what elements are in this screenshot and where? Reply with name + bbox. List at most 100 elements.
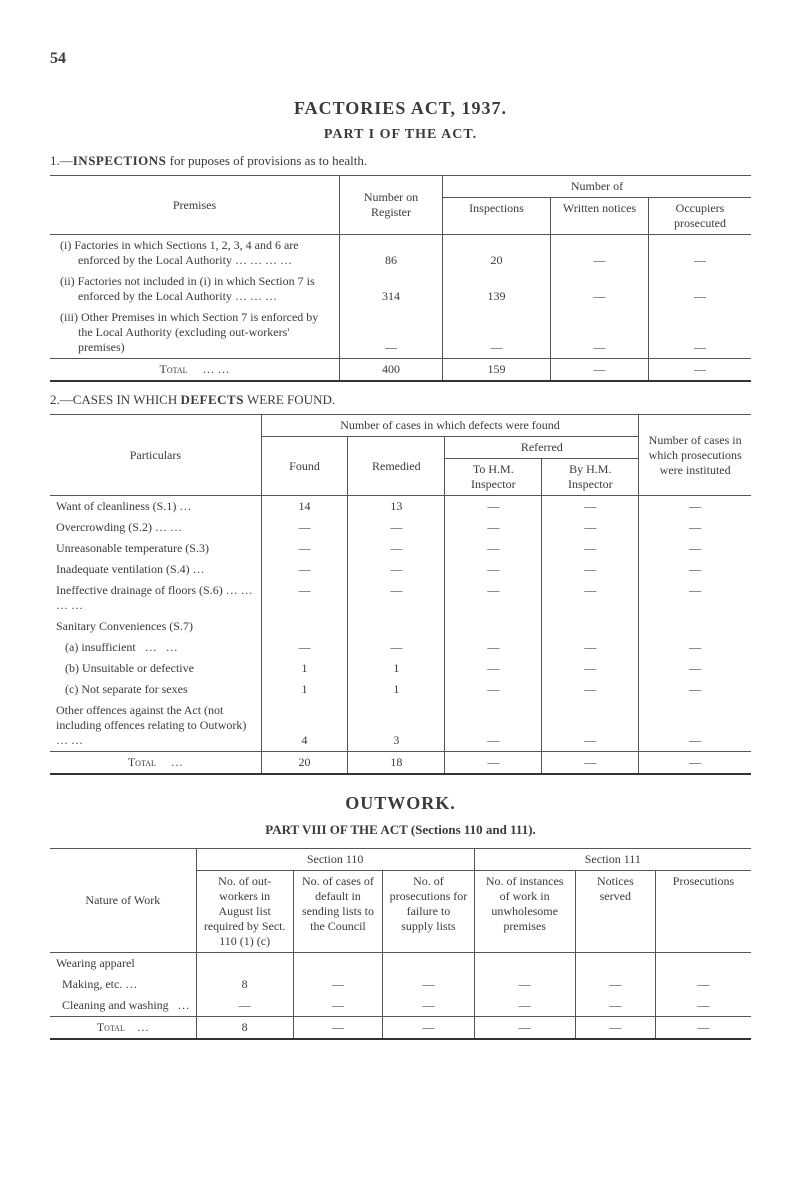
cell: — bbox=[293, 974, 383, 995]
cell: 1 bbox=[348, 658, 445, 679]
cell: — bbox=[649, 359, 752, 382]
cell: 1 bbox=[261, 658, 348, 679]
cell: — bbox=[445, 538, 542, 559]
cell: — bbox=[551, 359, 649, 382]
cell: — bbox=[348, 637, 445, 658]
cell bbox=[655, 953, 751, 975]
cell: — bbox=[639, 538, 751, 559]
row-label: Unreasonable temperature (S.3) bbox=[50, 538, 261, 559]
cell: — bbox=[196, 995, 293, 1017]
cell: 159 bbox=[443, 359, 551, 382]
row-label: Inadequate ventilation (S.4) … bbox=[50, 559, 261, 580]
cell: — bbox=[261, 517, 348, 538]
cell: — bbox=[261, 580, 348, 616]
cell: — bbox=[575, 974, 655, 995]
th-number-register: Number on Register bbox=[340, 176, 443, 235]
th-particulars: Particulars bbox=[50, 415, 261, 496]
row-label: (iii) Other Premises in which Section 7 … bbox=[50, 307, 340, 359]
row-label: (ii) Factories not included in (i) in wh… bbox=[50, 271, 340, 307]
cell: — bbox=[474, 1017, 575, 1040]
cell bbox=[293, 953, 383, 975]
cell: 18 bbox=[348, 752, 445, 775]
cell: — bbox=[348, 517, 445, 538]
cell bbox=[639, 616, 751, 637]
total-dots: … bbox=[137, 1020, 149, 1034]
cell: 14 bbox=[261, 496, 348, 518]
cell: — bbox=[445, 679, 542, 700]
cell: — bbox=[445, 517, 542, 538]
row-label: (c) Not separate for sexes bbox=[50, 679, 261, 700]
section2-heading: 2.—CASES IN WHICH DEFECTS WERE FOUND. bbox=[50, 392, 751, 408]
cell: — bbox=[348, 559, 445, 580]
cell: 20 bbox=[261, 752, 348, 775]
cell: — bbox=[655, 1017, 751, 1040]
cell: — bbox=[445, 700, 542, 752]
row-label: (b) Unsuitable or defective bbox=[50, 658, 261, 679]
th-prosecutions: Number of cases in which prosecutions we… bbox=[639, 415, 751, 496]
th-notices: Notices served bbox=[575, 871, 655, 953]
th-written: Written notices bbox=[551, 198, 649, 235]
row-label: Sanitary Conveniences (S.7) bbox=[50, 616, 261, 637]
th-number-of: Number of bbox=[443, 176, 752, 198]
th-nature: Nature of Work bbox=[50, 849, 196, 953]
row-label: Other offences against the Act (not incl… bbox=[50, 700, 261, 752]
cell bbox=[445, 616, 542, 637]
cell: — bbox=[542, 752, 639, 775]
outwork-title: OUTWORK. bbox=[50, 793, 751, 814]
cell: — bbox=[542, 637, 639, 658]
cell: — bbox=[575, 1017, 655, 1040]
cell: — bbox=[639, 580, 751, 616]
cell bbox=[474, 953, 575, 975]
cell bbox=[196, 953, 293, 975]
row-label: Wearing apparel bbox=[50, 953, 196, 975]
cell: 1 bbox=[348, 679, 445, 700]
part-title: PART I OF THE ACT. bbox=[50, 127, 751, 143]
cell: — bbox=[649, 271, 752, 307]
th-premises: Premises bbox=[50, 176, 340, 235]
cell: 314 bbox=[340, 271, 443, 307]
cell: — bbox=[445, 559, 542, 580]
cell: — bbox=[639, 517, 751, 538]
th-instances: No. of instances of work in unwholesome … bbox=[474, 871, 575, 953]
cell: — bbox=[639, 559, 751, 580]
cell: — bbox=[542, 517, 639, 538]
cell: — bbox=[551, 235, 649, 272]
th-section110: Section 110 bbox=[196, 849, 474, 871]
cell: — bbox=[542, 658, 639, 679]
section1-bold: INSPECTIONS bbox=[73, 153, 167, 168]
cell: — bbox=[639, 700, 751, 752]
cell: — bbox=[639, 679, 751, 700]
th-outworkers: No. of out-workers in August list requir… bbox=[196, 871, 293, 953]
inspections-table: Premises Number on Register Number of In… bbox=[50, 175, 751, 382]
cell: — bbox=[542, 679, 639, 700]
cell: — bbox=[639, 637, 751, 658]
row-label: (i) Factories in which Sections 1, 2, 3,… bbox=[50, 235, 340, 272]
cell bbox=[542, 616, 639, 637]
th-prosecu: No. of prosecutions for failure to suppl… bbox=[383, 871, 474, 953]
cell: — bbox=[445, 496, 542, 518]
cell: 400 bbox=[340, 359, 443, 382]
th-inspections: Inspections bbox=[443, 198, 551, 235]
th-section111: Section 111 bbox=[474, 849, 751, 871]
total-dots: … bbox=[171, 755, 183, 769]
cell: — bbox=[293, 1017, 383, 1040]
row-label: Want of cleanliness (S.1) … bbox=[50, 496, 261, 518]
cell: — bbox=[542, 580, 639, 616]
cell: — bbox=[649, 307, 752, 359]
total-label: Total bbox=[128, 755, 156, 769]
cell: — bbox=[383, 995, 474, 1017]
row-label: Making, etc. … bbox=[50, 974, 196, 995]
cell: — bbox=[551, 307, 649, 359]
cell: — bbox=[261, 559, 348, 580]
cell: — bbox=[445, 658, 542, 679]
defects-table: Particulars Number of cases in which def… bbox=[50, 414, 751, 775]
cell: — bbox=[649, 235, 752, 272]
page-number: 54 bbox=[50, 50, 751, 68]
row-label: (a) insufficient … … bbox=[50, 637, 261, 658]
total-dots: … … bbox=[203, 362, 230, 376]
th-found: Found bbox=[261, 437, 348, 496]
cell: — bbox=[474, 995, 575, 1017]
section1-rest: for puposes of provisions as to health. bbox=[166, 153, 367, 168]
total-row: Total … … bbox=[50, 359, 340, 382]
section2-rest1: CASES IN WHICH bbox=[73, 392, 181, 407]
